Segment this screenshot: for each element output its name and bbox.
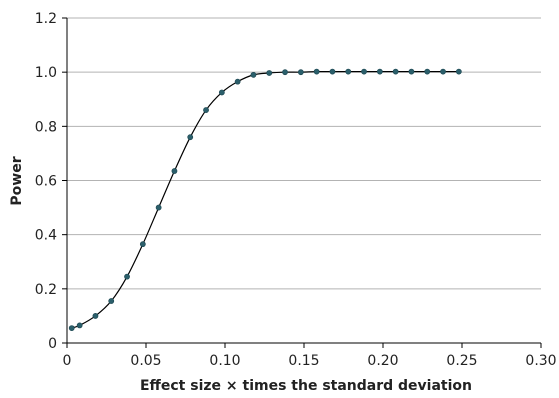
data-point xyxy=(282,70,287,75)
data-point xyxy=(409,69,414,74)
x-axis-title: Effect size × times the standard deviati… xyxy=(140,378,472,394)
data-point xyxy=(393,69,398,74)
series-line xyxy=(72,72,459,329)
data-point xyxy=(93,313,98,318)
data-point xyxy=(77,323,82,328)
axes-layer xyxy=(62,18,541,348)
y-tick-label: 0.6 xyxy=(35,174,57,190)
data-point xyxy=(377,69,382,74)
data-point xyxy=(219,90,224,95)
data-point xyxy=(235,79,240,84)
x-tick-label: 0.05 xyxy=(130,353,161,369)
data-point xyxy=(440,69,445,74)
data-point xyxy=(69,326,74,331)
grid-layer xyxy=(67,18,541,289)
data-point xyxy=(330,69,335,74)
data-point xyxy=(203,107,208,112)
data-point xyxy=(124,274,129,279)
data-point xyxy=(346,69,351,74)
x-tick-labels: 0 0.05 0.10 0.15 0.20 0.25 0.30 xyxy=(63,353,557,369)
data-point xyxy=(425,69,430,74)
data-point xyxy=(298,70,303,75)
data-point xyxy=(267,70,272,75)
data-point xyxy=(188,135,193,140)
x-tick-label: 0.20 xyxy=(367,353,398,369)
y-tick-label: 0.8 xyxy=(35,119,57,135)
data-point xyxy=(140,242,145,247)
data-point xyxy=(456,69,461,74)
series-layer xyxy=(69,69,461,331)
x-tick-label: 0.30 xyxy=(525,353,556,369)
y-tick-label: 0.4 xyxy=(35,228,57,244)
x-tick-label: 0 xyxy=(63,353,72,369)
y-tick-label: 1.0 xyxy=(35,65,57,81)
x-tick-label: 0.10 xyxy=(209,353,240,369)
x-tick-label: 0.15 xyxy=(288,353,319,369)
data-point xyxy=(361,69,366,74)
data-point xyxy=(251,72,256,77)
data-point xyxy=(314,69,319,74)
data-point xyxy=(109,298,114,303)
y-tick-label: 1.2 xyxy=(35,11,57,27)
y-tick-label: 0.2 xyxy=(35,282,57,298)
data-point xyxy=(172,168,177,173)
y-tick-label: 0 xyxy=(48,336,57,352)
x-tick-label: 0.25 xyxy=(446,353,477,369)
y-tick-labels: 0 0.2 0.4 0.6 0.8 1.0 1.2 xyxy=(35,11,57,352)
data-point xyxy=(156,205,161,210)
y-axis-title: Power xyxy=(9,156,25,205)
